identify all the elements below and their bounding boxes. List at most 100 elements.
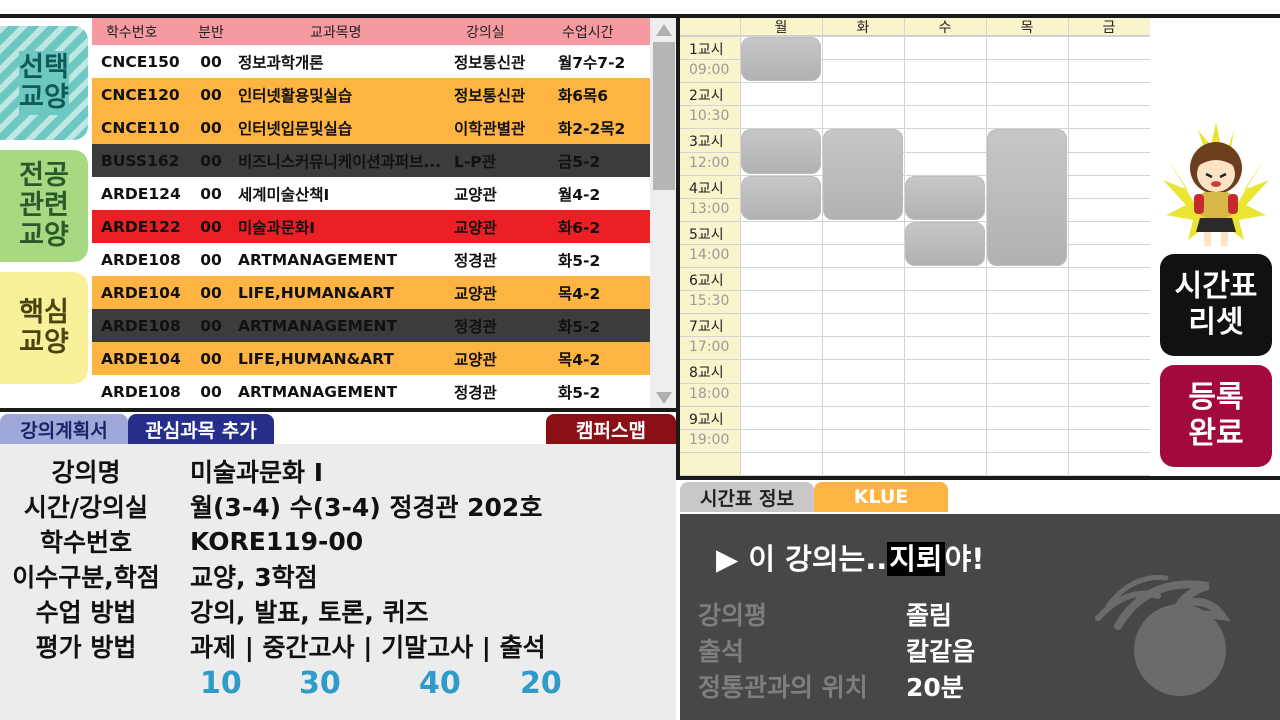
score-final: 40 bbox=[419, 666, 461, 701]
cell-time: 화6목6 bbox=[558, 86, 609, 105]
cell-room: 정경관 bbox=[454, 383, 497, 402]
table-row[interactable]: CNCE110 00 인터넷입문및실습 이학관별관 화2-2목2 bbox=[92, 111, 650, 144]
tab-campus-map[interactable]: 캠퍼스맵 bbox=[546, 414, 676, 444]
grid-line bbox=[680, 382, 1150, 384]
cell-section: 00 bbox=[200, 184, 222, 203]
detail-row: 이수구분,학점 교양, 3학점 bbox=[0, 559, 317, 593]
cell-name: LIFE,HUMAN&ART bbox=[238, 283, 394, 302]
cell-code: CNCE150 bbox=[101, 52, 180, 71]
cell-section: 00 bbox=[200, 250, 222, 269]
table-row[interactable]: ARDE104 00 LIFE,HUMAN&ART 교양관 목4-2 bbox=[92, 276, 650, 309]
day-header: 금 bbox=[1102, 20, 1116, 36]
day-header: 월 bbox=[774, 20, 788, 36]
cell-code: ARDE124 bbox=[101, 184, 181, 203]
cell-time: 월7수7-2 bbox=[558, 53, 626, 72]
table-row[interactable]: ARDE108 00 ARTMANAGEMENT 정경관 화5-2 bbox=[92, 243, 650, 276]
header-name: 교과목명 bbox=[310, 24, 362, 41]
course-list-header: 학수번호 분반 교과목명 강의실 수업시간 bbox=[92, 18, 650, 45]
reset-timetable-button[interactable]: 시간표 리셋 bbox=[1160, 254, 1272, 356]
cell-time: 금5-2 bbox=[558, 152, 601, 171]
detail-row: 수업 방법 강의, 발표, 토론, 퀴즈 bbox=[0, 594, 429, 628]
header-section: 분반 bbox=[198, 24, 224, 41]
score-attendance: 20 bbox=[520, 666, 562, 701]
cell-time: 목4-2 bbox=[558, 350, 601, 369]
course-list: 학수번호 분반 교과목명 강의실 수업시간 CNCE150 00 정보과학개론 정보통… bbox=[92, 18, 650, 410]
cell-time: 목4-2 bbox=[558, 284, 601, 303]
table-row[interactable]: ARDE124 00 세계미술산책I 교양관 월4-2 bbox=[92, 177, 650, 210]
cell-section: 00 bbox=[200, 52, 222, 71]
detail-value: 강의, 발표, 토론, 퀴즈 bbox=[190, 598, 429, 627]
clock-label: 10:30 bbox=[689, 108, 730, 125]
review-value: 졸림 bbox=[906, 601, 953, 630]
period-label: 4교시 bbox=[689, 180, 724, 197]
detail-label: 평가 방법 bbox=[35, 633, 137, 662]
cell-room: 교양관 bbox=[454, 218, 497, 237]
timetable-block[interactable] bbox=[741, 129, 821, 174]
category-label: 핵심 교양 bbox=[19, 297, 69, 358]
review-value: 20분 bbox=[906, 673, 964, 702]
review-item: 정통관과의 위치 20분 bbox=[698, 668, 964, 704]
detail-label: 강의명 bbox=[51, 458, 121, 487]
cell-name: ARTMANAGEMENT bbox=[238, 316, 398, 335]
detail-value: 과제 | 중간고사 | 기말고사 | 출석 bbox=[190, 633, 546, 662]
grid-line bbox=[680, 336, 1150, 338]
category-tab-major-related[interactable]: 전공 관련 교양 bbox=[0, 150, 88, 262]
grid-line bbox=[680, 428, 1150, 430]
grid-line bbox=[680, 451, 1150, 453]
category-tab-core[interactable]: 핵심 교양 bbox=[0, 272, 88, 384]
score-assignment: 10 bbox=[200, 666, 242, 701]
table-row[interactable]: BUSS162 00 비즈니스커뮤니케이션과퍼브... L-P관 금5-2 bbox=[92, 144, 650, 177]
grid-line bbox=[986, 18, 987, 476]
cell-name: 세계미술산책I bbox=[238, 185, 330, 204]
table-row[interactable]: CNCE120 00 인터넷활용및실습 정보통신관 화6목6 bbox=[92, 78, 650, 111]
tab-klue[interactable]: KLUE bbox=[814, 482, 948, 512]
course-list-body: CNCE150 00 정보과학개론 정보통신관 월7수7-2 CNCE120 00 인터넷활용… bbox=[92, 45, 650, 408]
timetable-block[interactable] bbox=[905, 221, 985, 266]
grid-line bbox=[680, 128, 1150, 130]
category-tab-elective[interactable]: 선택 교양 bbox=[0, 26, 88, 140]
grid-line bbox=[680, 151, 1150, 153]
timetable-block[interactable] bbox=[823, 129, 903, 220]
register-complete-button[interactable]: 등록 완료 bbox=[1160, 365, 1272, 467]
cell-code: CNCE120 bbox=[101, 85, 180, 104]
clock-label: 19:00 bbox=[689, 431, 730, 448]
timetable-block[interactable] bbox=[741, 175, 821, 220]
scroll-thumb[interactable] bbox=[653, 42, 675, 190]
period-label: 8교시 bbox=[689, 365, 724, 382]
done-button-label: 등록 완료 bbox=[1188, 380, 1244, 451]
tab-timetable-info[interactable]: 시간표 정보 bbox=[680, 482, 814, 512]
cell-name: LIFE,HUMAN&ART bbox=[238, 349, 394, 368]
headline-suffix: 야! bbox=[944, 542, 985, 576]
cell-room: 정경관 bbox=[454, 251, 497, 270]
grid-line bbox=[680, 359, 1150, 361]
timetable-block[interactable] bbox=[741, 37, 821, 82]
day-header: 화 bbox=[856, 20, 870, 36]
table-row[interactable]: ARDE108 00 ARTMANAGEMENT 정경관 화5-2 bbox=[92, 375, 650, 408]
tab-syllabus[interactable]: 강의계획서 bbox=[0, 414, 128, 444]
timetable-block[interactable] bbox=[987, 129, 1067, 266]
table-row[interactable]: ARDE108 00 ARTMANAGEMENT 정경관 화5-2 bbox=[92, 309, 650, 342]
clock-label: 15:30 bbox=[689, 293, 730, 310]
table-row[interactable]: ARDE104 00 LIFE,HUMAN&ART 교양관 목4-2 bbox=[92, 342, 650, 375]
period-label: 9교시 bbox=[689, 411, 724, 428]
scroll-up-icon[interactable] bbox=[656, 24, 672, 36]
category-label: 선택 교양 bbox=[19, 51, 69, 115]
cell-time: 화5-2 bbox=[558, 251, 601, 270]
grid-line bbox=[680, 267, 1150, 268]
timetable-block[interactable] bbox=[905, 175, 985, 220]
table-row[interactable]: ARDE122 00 미술과문화I 교양관 화6-2 bbox=[92, 210, 650, 243]
cell-name: 인터넷활용및실습 bbox=[238, 86, 353, 105]
cell-section: 00 bbox=[200, 316, 222, 335]
mascot-character-icon bbox=[1163, 122, 1269, 246]
clock-label: 18:00 bbox=[689, 385, 730, 402]
timetable-time-column bbox=[680, 36, 740, 476]
review-item: 출석 칼같음 bbox=[698, 632, 975, 668]
scroll-down-icon[interactable] bbox=[656, 392, 672, 404]
grid-line bbox=[680, 174, 1150, 176]
clock-label: 17:00 bbox=[689, 339, 730, 356]
course-list-scrollbar[interactable] bbox=[650, 18, 678, 410]
table-row[interactable]: CNCE150 00 정보과학개론 정보통신관 월7수7-2 bbox=[92, 45, 650, 78]
grid-line bbox=[822, 18, 823, 476]
tab-add-favorite[interactable]: 관심과목 추가 bbox=[128, 414, 274, 444]
cell-room: 교양관 bbox=[454, 350, 497, 369]
